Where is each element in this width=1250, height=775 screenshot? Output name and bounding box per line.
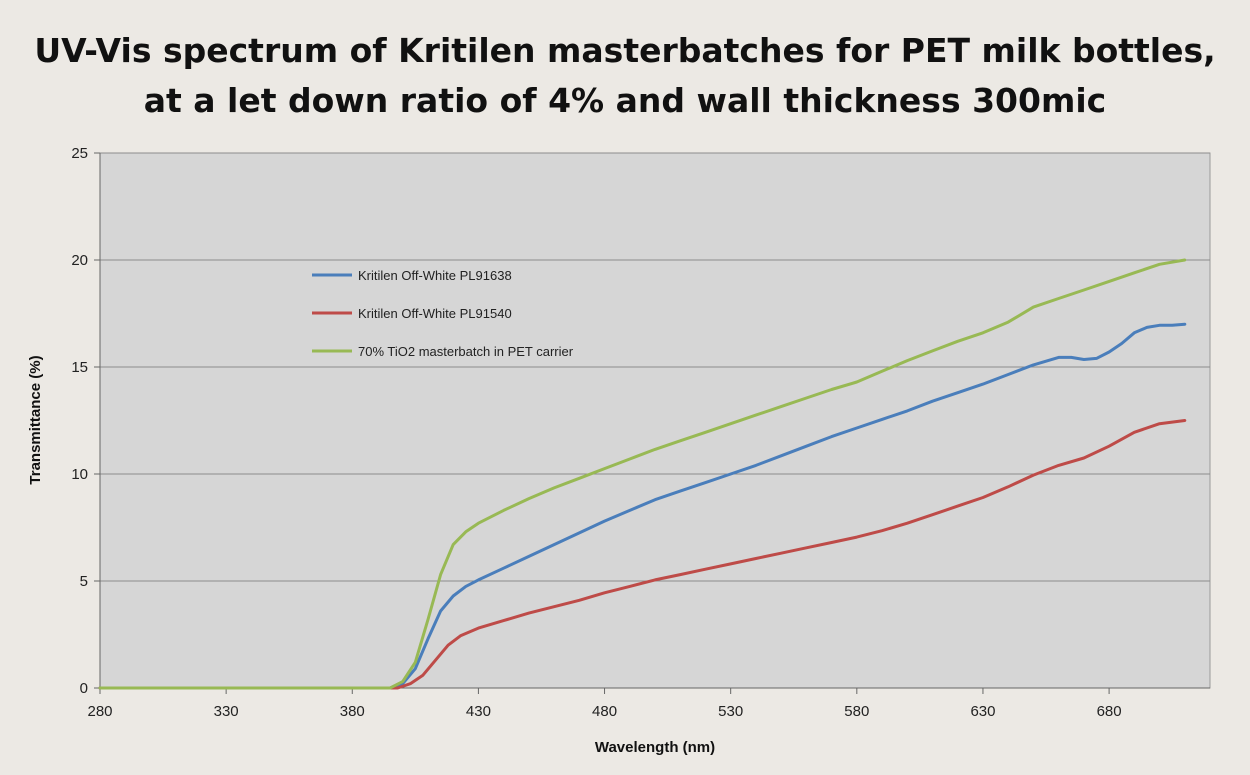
y-tick-label: 20 — [71, 252, 88, 269]
x-axis-title: Wavelength (nm) — [595, 739, 715, 756]
axes: 0 5 10 15 20 25 280 330 380 430 480 530 580 630 680 — [71, 145, 1210, 720]
y-tick-label: 5 — [80, 573, 88, 590]
x-tick-label: 680 — [1097, 703, 1122, 720]
chart-title-line-1: UV-Vis spectrum of Kritilen masterbatche… — [34, 31, 1215, 70]
series-line-1 — [98, 322, 1187, 690]
y-axis-title: Transmittance (%) — [27, 355, 44, 484]
series-line-3 — [98, 258, 1187, 690]
legend-label-3: 70% TiO2 masterbatch in PET carrier — [358, 344, 574, 359]
series-lines — [98, 258, 1187, 690]
x-tick-label: 380 — [340, 703, 365, 720]
series-line-2 — [98, 419, 1187, 690]
x-tick-label: 630 — [970, 703, 995, 720]
x-tick-label: 530 — [718, 703, 743, 720]
x-tick-label: 330 — [214, 703, 239, 720]
x-tick-label: 430 — [466, 703, 491, 720]
legend: Kritilen Off-White PL91638 Kritilen Off-W… — [312, 268, 574, 359]
legend-label-2: Kritilen Off-White PL91540 — [358, 306, 512, 321]
x-tick-label: 480 — [592, 703, 617, 720]
x-tick-label: 280 — [87, 703, 112, 720]
y-tick-label: 10 — [71, 466, 88, 483]
chart-title-line-2: at a let down ratio of 4% and wall thick… — [144, 81, 1106, 120]
x-tick-label: 580 — [844, 703, 869, 720]
y-tick-label: 15 — [71, 359, 88, 376]
y-tick-label: 25 — [71, 145, 88, 162]
y-tick-label: 0 — [80, 680, 88, 697]
plot-area — [99, 152, 1211, 689]
legend-label-1: Kritilen Off-White PL91638 — [358, 268, 512, 283]
